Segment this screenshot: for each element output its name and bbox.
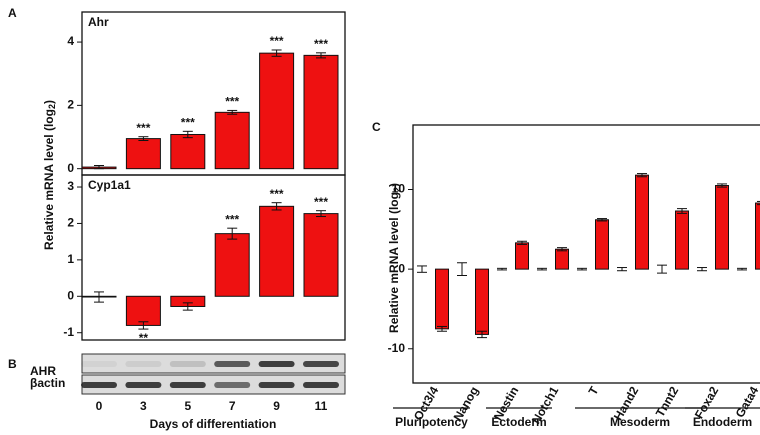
significance: *** (314, 195, 328, 209)
bar (516, 243, 529, 269)
y-axis-label: Relative mRNA level (log2) (387, 183, 402, 333)
blot-band (81, 382, 117, 388)
group-label: Endoderm (693, 415, 752, 429)
x-tick-label: 3 (140, 399, 147, 413)
bar (260, 53, 294, 169)
y-axis-label: Relative mRNA level (log2) (42, 100, 57, 250)
y-tick-label: 2 (67, 98, 74, 112)
blot-band (125, 361, 161, 367)
group-label: Mesoderm (610, 415, 670, 429)
x-tick-label: Tnnt2 (653, 384, 682, 420)
y-axis-label-end: ) (387, 183, 401, 187)
blot-band (214, 382, 250, 388)
y-tick-label: 0 (67, 288, 74, 302)
bar (676, 211, 689, 269)
y-tick-label: 1 (67, 252, 74, 266)
x-tick-label: 0 (96, 399, 103, 413)
panel-label: B (8, 357, 17, 371)
significance: *** (314, 37, 328, 51)
y-tick-label: 3 (67, 179, 74, 193)
bar (556, 249, 569, 269)
x-tick-label: 5 (184, 399, 191, 413)
x-tick-label: 11 (315, 399, 328, 413)
blot-band (170, 361, 206, 367)
significance: *** (270, 34, 284, 48)
chart-title: Ahr (88, 15, 109, 29)
y-tick-label: 2 (67, 216, 74, 230)
x-axis-label: Days of differentiation (150, 417, 277, 431)
bar (756, 203, 760, 269)
blot-band (303, 382, 339, 388)
blot-band (303, 361, 339, 367)
group-label: Pluripotency (395, 415, 468, 429)
figure: A B C AHR βactin 024Ahr***************-1… (0, 0, 760, 435)
bar (126, 139, 160, 169)
bar (476, 269, 489, 334)
bar (716, 186, 729, 270)
bar (304, 214, 338, 297)
bar (126, 296, 160, 325)
blot-band (214, 361, 250, 367)
blot-band (259, 382, 295, 388)
bar (215, 234, 249, 297)
chart-title: Cyp1a1 (88, 178, 131, 192)
bar (636, 175, 649, 269)
significance: *** (181, 115, 195, 129)
bar (596, 220, 609, 269)
panel-label: C (372, 120, 381, 134)
y-tick-label: -10 (388, 341, 406, 355)
x-tick-label: 7 (229, 399, 236, 413)
blot-band (259, 361, 295, 367)
y-axis-label-text: Relative mRNA level (log (42, 109, 56, 250)
significance: *** (225, 95, 239, 109)
y-axis-label-text: Relative mRNA level (log (387, 192, 401, 333)
significance: *** (225, 212, 239, 226)
blot-band (81, 361, 117, 367)
y-tick-label: 0 (67, 161, 74, 175)
x-tick-label: 9 (273, 399, 280, 413)
significance: *** (136, 121, 150, 135)
x-tick-label: T (586, 384, 602, 398)
blot-band (125, 382, 161, 388)
blot-band (170, 382, 206, 388)
bar (215, 112, 249, 168)
bar (304, 55, 338, 168)
bar (260, 206, 294, 296)
plot-frame (413, 125, 760, 383)
significance: *** (270, 187, 284, 201)
y-tick-label: -1 (63, 325, 74, 339)
blot-label: βactin (30, 376, 65, 390)
bar (436, 269, 449, 329)
group-label: Ectoderm (491, 415, 546, 429)
y-tick-label: 4 (67, 34, 74, 48)
bar (171, 134, 205, 168)
y-axis-label-end: ) (42, 100, 56, 104)
panel-label: A (8, 6, 17, 20)
significance: ** (139, 331, 149, 345)
